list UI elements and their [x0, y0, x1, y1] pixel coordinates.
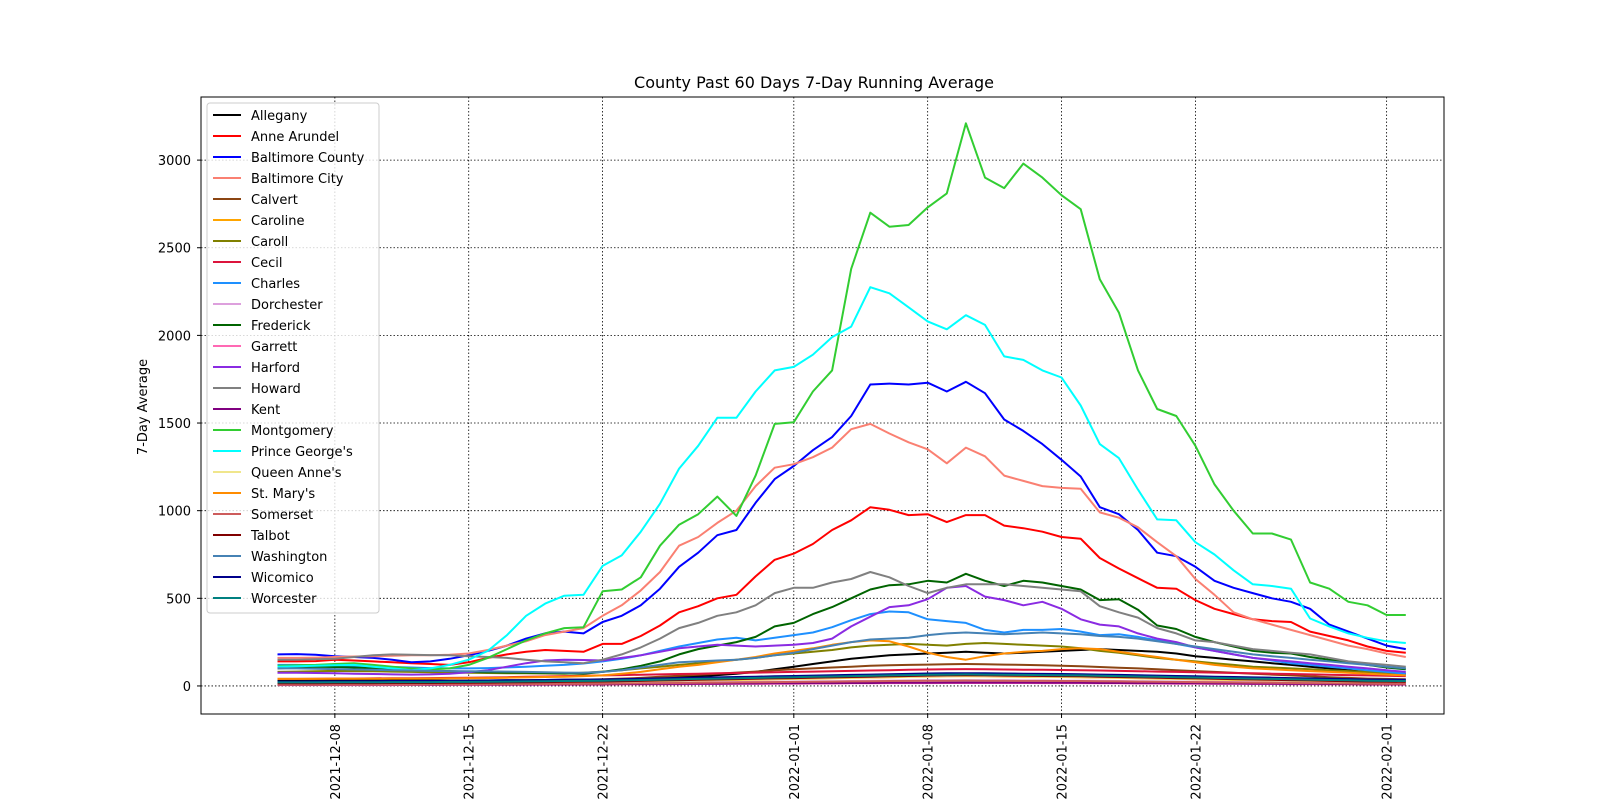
series-line-montgomery — [277, 122, 1406, 671]
legend-label: Allegany — [251, 109, 308, 124]
series-lines — [277, 122, 1406, 687]
y-tick-label: 500 — [166, 592, 191, 607]
series-line-prince-george-s — [277, 286, 1406, 672]
legend-label: Harford — [251, 361, 300, 376]
series-line-worcester — [277, 673, 1406, 684]
axis-ticks: 0 500 1000 1500 2000 2500 3000 2021-12-08 2021-1… — [158, 154, 1396, 799]
y-tick-label: 1500 — [158, 417, 191, 432]
x-tick-label: 2021-12-15 — [463, 724, 478, 800]
legend-label: Garrett — [251, 340, 297, 355]
x-tick-label: 2021-12-22 — [597, 724, 612, 800]
plot-frame — [200, 96, 1445, 715]
legend-label: Charles — [251, 277, 300, 292]
legend-label: Kent — [251, 403, 280, 418]
legend-label: Wicomico — [251, 571, 314, 586]
series-line-harford — [277, 585, 1406, 676]
legend-label: Baltimore County — [251, 151, 365, 166]
x-tick-label: 2022-01-01 — [788, 724, 803, 800]
legend: Allegany Anne Arundel Baltimore County Balt… — [206, 102, 380, 614]
y-tick-label: 2500 — [158, 242, 191, 257]
legend-frame — [206, 102, 380, 614]
series-line-baltimore-city — [277, 422, 1406, 659]
legend-label: St. Mary's — [251, 487, 315, 502]
x-tick-label: 2022-01-08 — [922, 724, 937, 800]
legend-label: Queen Anne's — [251, 466, 342, 481]
x-tick-label: 2022-01-15 — [1056, 724, 1071, 800]
y-axis-label: 7-Day Average — [136, 359, 151, 455]
grid — [201, 97, 1444, 714]
legend-label: Prince George's — [251, 445, 353, 460]
y-tick-label: 3000 — [158, 154, 191, 169]
legend-label: Washington — [251, 550, 327, 565]
chart-title: County Past 60 Days 7-Day Running Averag… — [634, 73, 994, 92]
legend-label: Montgomery — [251, 424, 334, 439]
legend-label: Dorchester — [251, 298, 323, 313]
legend-label: Caroll — [251, 235, 288, 250]
legend-label: Caroline — [251, 214, 305, 229]
legend-label: Frederick — [251, 319, 311, 334]
legend-label: Somerset — [251, 508, 313, 523]
y-tick-label: 0 — [183, 680, 191, 695]
legend-label: Cecil — [251, 256, 282, 271]
x-tick-label: 2021-12-08 — [329, 724, 344, 800]
legend-label: Talbot — [250, 529, 290, 544]
legend-label: Anne Arundel — [251, 130, 339, 145]
series-line-howard — [277, 571, 1406, 668]
legend-label: Calvert — [251, 193, 298, 208]
series-line-somerset — [277, 679, 1406, 686]
series-line-baltimore-county — [277, 380, 1406, 664]
y-tick-label: 2000 — [158, 329, 191, 344]
series-line-washington — [277, 631, 1406, 674]
legend-label: Howard — [251, 382, 301, 397]
legend-label: Baltimore City — [251, 172, 344, 187]
legend-label: Worcester — [251, 592, 317, 607]
x-tick-label: 2022-01-22 — [1189, 724, 1204, 800]
y-tick-label: 1000 — [158, 505, 191, 520]
series-line-anne-arundel — [277, 506, 1406, 666]
x-tick-label: 2022-02-01 — [1381, 724, 1396, 800]
series-line-wicomico — [277, 672, 1406, 683]
